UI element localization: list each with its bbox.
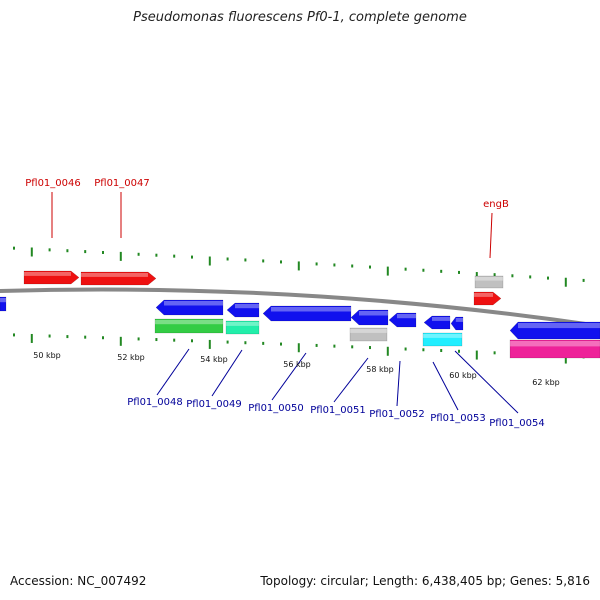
gene-pfl01-0049-highlight — [235, 304, 259, 309]
bottom-gene-label: Pfl01_0049 — [186, 399, 242, 410]
gene-pfl01-0052-shape — [388, 312, 417, 328]
bottom-gene-label: Pfl01_0050 — [248, 403, 304, 414]
bottom-label-leader — [396, 360, 401, 407]
accession-text: Accession: NC_007492 — [10, 574, 147, 588]
feature-grey-0051 — [349, 327, 388, 342]
top-gene-label: Pfl01_0046 — [25, 178, 81, 189]
scale-labels: 50 kbp 52 kbp 54 kbp 56 kbp 58 kbp 60 kbp 62 k… — [33, 351, 560, 387]
bottom-gene-label: Pfl01_0054 — [489, 418, 545, 429]
feature-magenta-0054-highlight — [510, 341, 600, 347]
gene-engb-shape — [473, 291, 502, 306]
gene-pfl01-0051-highlight — [359, 311, 388, 316]
gene-pfl01-0050-highlight — [271, 307, 351, 312]
bottom-gene-label: Pfl01_0053 — [430, 413, 486, 424]
feature-track — [0, 270, 600, 359]
bottom-label-leader — [211, 349, 243, 397]
gene-pfl01-0046-highlight — [24, 272, 71, 276]
gene-pfl01-0054-shape — [509, 321, 600, 340]
gene-pfl01-0047 — [80, 271, 157, 286]
scale-label: 50 kbp — [33, 351, 61, 360]
top-gene-label: Pfl01_0047 — [94, 178, 150, 189]
feature-engb-grey-highlight — [475, 277, 503, 281]
gene-pfl01-0053a-highlight — [432, 317, 450, 321]
gene-pfl01-0048 — [155, 299, 224, 316]
gene-engb-highlight — [474, 293, 493, 297]
genome-summary-text: Topology: circular; Length: 6,438,405 bp… — [260, 574, 590, 588]
bottom-label-leader — [156, 348, 190, 396]
feature-magenta-0054-shape — [509, 339, 600, 359]
feature-green-0048-highlight — [155, 320, 223, 325]
feature-engb-grey-shape — [474, 275, 504, 289]
gene-pfl01-0051 — [350, 309, 389, 326]
gene-pfl01-0047-highlight — [81, 273, 148, 277]
feature-green-0048-shape — [154, 318, 224, 334]
bottom-gene-label: Pfl01_0052 — [369, 409, 425, 420]
gene-pfl01-0052 — [388, 312, 417, 328]
bottom-gene-label: Pfl01_0048 — [127, 397, 183, 408]
bottom-gene-label: Pfl01_0051 — [310, 405, 366, 416]
feature-engb-grey — [474, 275, 504, 289]
scale-label: 54 kbp — [200, 355, 228, 364]
gene-pfl01-0049-shape — [226, 302, 260, 318]
feature-cyan-0053-highlight — [423, 334, 462, 338]
gene-pfl01-0053a-shape — [423, 315, 451, 330]
top-label-leader — [489, 212, 493, 259]
map-title: Pseudomonas fluorescens Pf0-1, complete … — [133, 10, 467, 25]
gene-pfl01-0053b-shape — [450, 316, 464, 331]
gene-pfl01-0053a — [423, 315, 451, 330]
feature-green-0048 — [154, 318, 224, 334]
feature-magenta-0054 — [509, 339, 600, 359]
gene-left-edge-shape — [0, 296, 7, 312]
gene-pfl01-0052-highlight — [397, 314, 416, 319]
scale-label: 62 kbp — [532, 378, 560, 387]
bottom-label-leader — [432, 361, 459, 411]
bottom-label-leader — [454, 350, 519, 414]
gene-pfl01-0047-shape — [80, 271, 157, 286]
gene-left-edge — [0, 296, 7, 312]
gene-pfl01-0048-highlight — [164, 301, 223, 306]
gene-pfl01-0046-shape — [23, 270, 80, 285]
top-gene-label: engB — [483, 199, 509, 210]
gene-pfl01-0054-highlight — [518, 323, 600, 329]
gene-left-edge-highlight — [0, 298, 6, 303]
feature-teal-0049-highlight — [226, 322, 259, 326]
feature-teal-0049-shape — [225, 320, 260, 335]
gene-pfl01-0053b — [450, 316, 464, 331]
gene-pfl01-0053b-highlight — [455, 318, 463, 322]
feature-teal-0049 — [225, 320, 260, 335]
gene-pfl01-0050 — [262, 305, 352, 322]
gene-pfl01-0046 — [23, 270, 80, 285]
scale-label: 58 kbp — [366, 365, 394, 374]
gene-pfl01-0049 — [226, 302, 260, 318]
scale-label: 56 kbp — [283, 360, 311, 369]
scale-label: 60 kbp — [449, 371, 477, 380]
label-leader-lines — [51, 192, 519, 414]
gene-pfl01-0048-shape — [155, 299, 224, 316]
bottom-label-leader — [333, 357, 369, 403]
gene-engb — [473, 291, 502, 306]
gene-pfl01-0054 — [509, 321, 600, 340]
gene-pfl01-0050-shape — [262, 305, 352, 322]
feature-cyan-0053-shape — [422, 332, 463, 347]
gene-pfl01-0051-shape — [350, 309, 389, 326]
outer-tick-row — [13, 246, 585, 287]
feature-grey-0051-shape — [349, 327, 388, 342]
genome-backbone — [0, 287, 600, 328]
inner-tick-row — [13, 333, 585, 364]
feature-cyan-0053 — [422, 332, 463, 347]
feature-grey-0051-highlight — [350, 329, 387, 333]
bottom-label-leader — [271, 352, 307, 401]
scale-label: 52 kbp — [117, 353, 145, 362]
